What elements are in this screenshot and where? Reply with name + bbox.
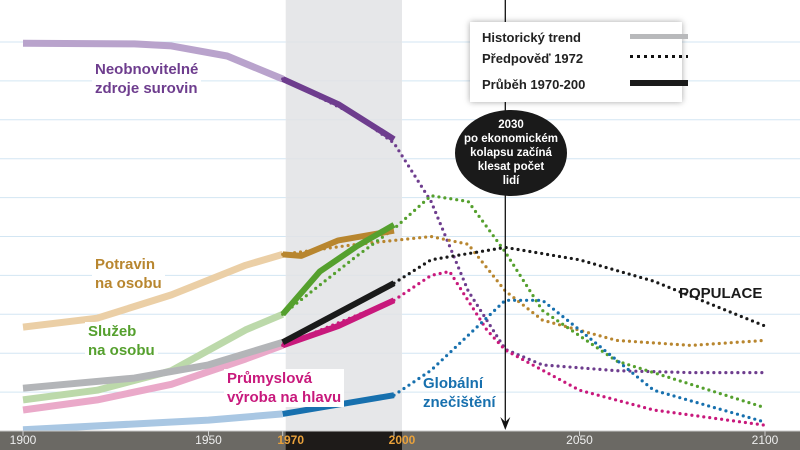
legend-swatch-forecast — [630, 55, 688, 58]
series-forecast-0 — [281, 77, 767, 375]
legend-swatch-historic — [630, 34, 688, 39]
chart-legend: Historický trend Předpověď 1972 Průběh 1… — [470, 22, 688, 102]
legend-label-observed: Průběh 1970-200 — [482, 77, 586, 92]
series-historic-5 — [22, 410, 283, 434]
x-tick-label: 1900 — [9, 433, 37, 447]
x-tick-label: 1950 — [195, 433, 222, 447]
legend-label-historic: Historický trend — [482, 30, 581, 45]
series-forecast-2 — [281, 194, 767, 410]
label-population: POPULACE — [679, 285, 763, 302]
series-historic-1 — [22, 251, 284, 331]
label-food-per-capita: Potravin na osobu — [92, 255, 165, 293]
series-historic-4 — [22, 338, 284, 392]
x-tick-label: 2050 — [566, 433, 593, 447]
series-observed-3 — [281, 297, 396, 349]
series-observed-2 — [280, 222, 396, 317]
legend-swatch-observed — [630, 80, 688, 86]
legend-label-forecast: Předpověď 1972 — [482, 51, 584, 66]
arrow-down-icon — [500, 417, 511, 430]
series-forecast-3 — [281, 269, 767, 427]
series-forecast-1 — [281, 234, 767, 348]
shaded-period-band — [285, 0, 402, 431]
x-tick-label: 1970 — [277, 433, 305, 447]
series-observed-1 — [282, 227, 395, 259]
label-services-per-capita: Služeb na osobu — [85, 322, 158, 360]
series-historic-0 — [22, 39, 285, 83]
label-global-pollution: Globální znečištění — [423, 375, 496, 411]
x-tick-label: 2000 — [388, 433, 416, 447]
x-tick-label: 2100 — [751, 433, 779, 447]
x-axis-shaded-segment — [285, 431, 402, 450]
label-nonrenewable-resources: Neobnovitelné zdroje surovin — [92, 60, 202, 98]
annotation-collapse-2030: 2030 po ekonomickém kolapsu začíná klesa… — [455, 110, 567, 196]
series-observed-0 — [281, 76, 396, 142]
label-industrial-output: Průmyslová výroba na hlavu — [224, 369, 345, 407]
series-historic-3 — [22, 342, 284, 414]
series-observed-4 — [281, 280, 396, 345]
series-forecast-4 — [392, 245, 767, 328]
